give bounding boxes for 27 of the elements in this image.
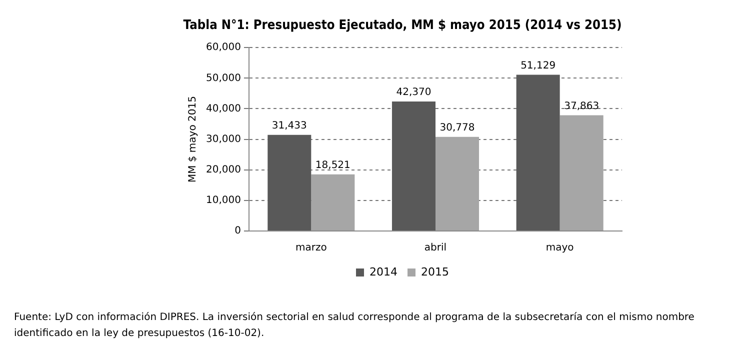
bar [516, 74, 560, 230]
data-label: 42,370 [396, 87, 432, 98]
y-tick-label: 50,000 [206, 72, 241, 84]
bar [560, 115, 604, 230]
y-tick-label: 10,000 [206, 195, 241, 206]
bar [311, 174, 355, 230]
x-tick-label: marzo [295, 242, 327, 254]
data-label: 31,433 [272, 120, 307, 132]
data-label: 51,129 [520, 60, 556, 72]
data-label: 37,863 [564, 100, 600, 112]
source-note: Fuente: LyD con información DIPRES. La inversión sectorial en salud corresponde al programa de la subsecretaría con el mismo nombre identificado en la ley de presupuestos (16-10-02). [14, 311, 696, 341]
y-tick-label: 20,000 [206, 164, 241, 176]
legend-label: 2014 [370, 265, 398, 278]
data-label: 30,778 [440, 122, 475, 134]
legend-label: 2015 [421, 265, 449, 278]
y-tick-label: 0 [234, 226, 241, 237]
bar [392, 101, 436, 230]
x-tick-label: abril [424, 242, 447, 254]
chart-title: Tabla N°1: Presupuesto Ejecutado, MM $ mayo 2015 (2014 vs 2015) [183, 18, 622, 32]
y-axis-title: MM $ mayo 2015 [188, 96, 199, 183]
data-label: 18,521 [315, 160, 350, 171]
y-tick-label: 30,000 [206, 134, 241, 145]
bar [268, 134, 312, 230]
y-tick-label: 60,000 [206, 42, 241, 54]
bar [435, 136, 480, 230]
x-tick-label: mayo [546, 242, 574, 254]
y-tick-label: 40,000 [206, 103, 241, 114]
